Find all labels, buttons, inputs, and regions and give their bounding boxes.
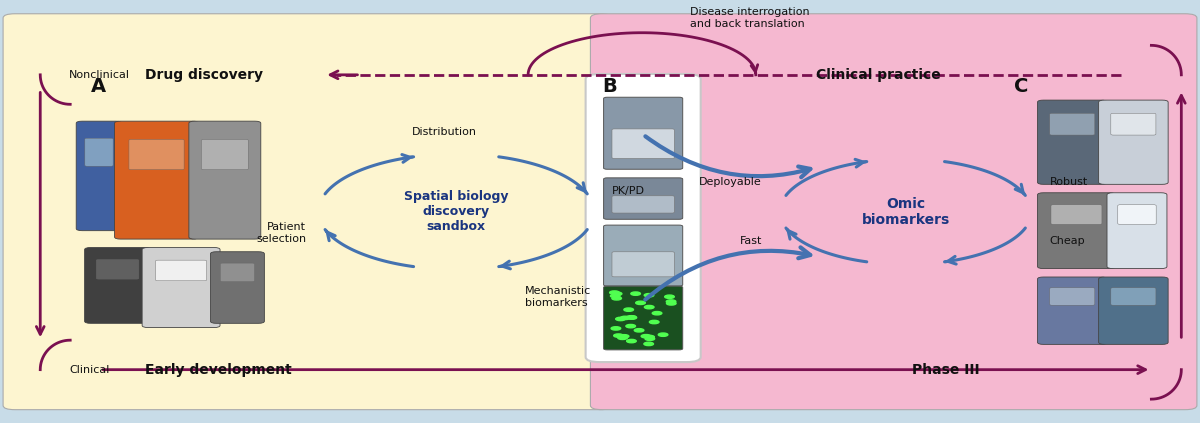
Circle shape [666, 302, 676, 305]
FancyBboxPatch shape [128, 140, 184, 170]
Circle shape [618, 336, 628, 340]
Text: Cheap: Cheap [1050, 236, 1085, 246]
Circle shape [613, 334, 623, 337]
FancyBboxPatch shape [4, 14, 612, 409]
Circle shape [644, 305, 654, 309]
FancyBboxPatch shape [114, 121, 198, 239]
Circle shape [626, 324, 636, 328]
Text: Early development: Early development [144, 363, 292, 376]
Circle shape [628, 316, 637, 319]
FancyBboxPatch shape [1111, 113, 1156, 135]
FancyBboxPatch shape [1111, 288, 1156, 305]
FancyBboxPatch shape [604, 286, 683, 350]
Circle shape [665, 295, 674, 299]
Circle shape [635, 329, 644, 332]
Circle shape [611, 327, 620, 330]
FancyBboxPatch shape [1051, 205, 1102, 224]
Circle shape [666, 300, 676, 303]
Text: Drug discovery: Drug discovery [144, 68, 263, 82]
FancyBboxPatch shape [590, 14, 1196, 409]
Text: Fast: Fast [739, 236, 762, 246]
Text: Nonclinical: Nonclinical [70, 70, 130, 80]
Circle shape [616, 317, 625, 321]
FancyBboxPatch shape [96, 260, 139, 279]
FancyBboxPatch shape [604, 97, 683, 169]
Text: PK/PD: PK/PD [612, 186, 644, 196]
Circle shape [659, 333, 668, 336]
Circle shape [646, 337, 655, 341]
FancyBboxPatch shape [586, 74, 701, 362]
FancyBboxPatch shape [1099, 277, 1168, 344]
FancyBboxPatch shape [1099, 100, 1168, 184]
FancyBboxPatch shape [604, 225, 683, 286]
FancyBboxPatch shape [77, 121, 121, 231]
Circle shape [624, 308, 634, 311]
Circle shape [649, 320, 659, 324]
FancyBboxPatch shape [221, 263, 254, 282]
FancyBboxPatch shape [1038, 277, 1108, 344]
FancyBboxPatch shape [1118, 205, 1156, 224]
FancyBboxPatch shape [612, 196, 674, 213]
Text: C: C [1014, 77, 1028, 96]
Circle shape [610, 291, 619, 294]
Text: Mechanistic
biomarkers: Mechanistic biomarkers [526, 286, 592, 308]
FancyBboxPatch shape [188, 121, 260, 239]
FancyBboxPatch shape [1108, 193, 1166, 269]
Text: Omic
biomarkers: Omic biomarkers [862, 197, 949, 227]
FancyBboxPatch shape [202, 140, 248, 170]
FancyBboxPatch shape [1038, 193, 1116, 269]
Circle shape [644, 294, 654, 297]
FancyBboxPatch shape [156, 260, 206, 281]
FancyBboxPatch shape [85, 138, 113, 166]
Text: Distribution: Distribution [412, 127, 476, 137]
Circle shape [644, 335, 654, 339]
Text: Robust: Robust [1050, 177, 1087, 187]
Circle shape [641, 335, 650, 338]
Circle shape [626, 316, 636, 319]
FancyBboxPatch shape [612, 252, 674, 277]
Text: Deployable: Deployable [700, 177, 762, 187]
Text: Phase III: Phase III [912, 363, 979, 376]
Circle shape [644, 342, 654, 346]
Text: Disease interrogation
and back translation: Disease interrogation and back translati… [690, 7, 810, 28]
Text: Spatial biology
discovery
sandbox: Spatial biology discovery sandbox [404, 190, 509, 233]
Circle shape [653, 311, 662, 315]
FancyBboxPatch shape [142, 247, 220, 327]
Circle shape [631, 292, 641, 295]
Circle shape [636, 301, 646, 305]
Circle shape [626, 339, 636, 343]
FancyBboxPatch shape [1038, 100, 1108, 184]
FancyBboxPatch shape [1050, 288, 1094, 305]
FancyBboxPatch shape [84, 247, 150, 323]
Circle shape [612, 297, 622, 300]
Text: Clinical practice: Clinical practice [816, 68, 941, 82]
Text: Clinical: Clinical [70, 365, 109, 375]
FancyBboxPatch shape [210, 252, 264, 323]
Text: Patient
selection: Patient selection [257, 222, 306, 244]
Text: B: B [602, 77, 617, 96]
FancyBboxPatch shape [1050, 113, 1094, 135]
Circle shape [620, 316, 630, 320]
Circle shape [612, 292, 622, 295]
FancyBboxPatch shape [612, 129, 674, 159]
Circle shape [611, 294, 620, 298]
Circle shape [619, 335, 629, 338]
Text: A: A [90, 77, 106, 96]
FancyBboxPatch shape [604, 178, 683, 219]
